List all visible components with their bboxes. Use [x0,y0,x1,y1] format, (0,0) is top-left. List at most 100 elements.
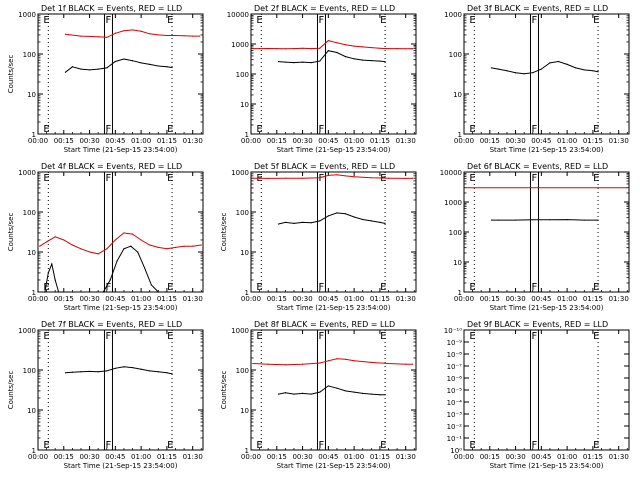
events-data-point [293,393,295,395]
x-tick-label: 01:00 [557,295,577,303]
events-data-point [597,71,599,73]
events-data-point [123,366,125,368]
y-tick-label: 10000 [440,169,462,177]
x-tick-label: 01:00 [557,453,577,461]
eclipse-marker-label: E [43,173,49,184]
x-tick-label: 01:15 [157,453,177,461]
eclipse-marker-label: E [43,124,49,135]
y-tick-label: 1000 [18,327,36,335]
x-axis-label: Start Time (21-Sep-15 23:54:00) [490,146,604,154]
y-tick-label: 1000 [231,41,249,49]
events-data-point [293,222,295,224]
y-axis-label: Counts/sec [7,55,15,94]
events-data-point [310,393,312,395]
panel-title: Det 2f BLACK = Events, RED = LLD [254,4,395,13]
x-tick-label: 01:30 [609,295,629,303]
events-data-point [327,50,329,52]
events-data-point [109,279,111,281]
events-data-point [490,219,493,221]
eclipse-marker-label: E [593,173,599,184]
flare-marker-label: F [105,331,111,342]
events-data-point [106,370,108,372]
x-axis-label: Start Time (21-Sep-15 23:54:00) [277,146,391,154]
events-data-point [102,291,104,293]
events-data-point [47,272,49,274]
lld-data-point [174,246,177,249]
detector-panel: Det 2f BLACK = Events, RED = LLD 1 10 100 10… [227,4,417,154]
events-data-point [301,221,304,223]
lld-data-point [379,47,381,49]
y-tick-label: 1 [458,131,462,139]
events-data-point [597,219,599,221]
panel-title: Det 9f BLACK = Events, RED = LLD [467,320,608,329]
events-data-point [549,219,551,221]
x-tick-label: 01:15 [370,295,390,303]
panel-title: Det 1f BLACK = Events, RED = LLD [41,4,182,13]
events-data-point [71,291,73,293]
x-tick-label: 00:30 [79,295,99,303]
plot-frame [37,13,204,135]
x-tick-label: 00:15 [480,453,500,461]
x-tick-label: 00:45 [531,137,551,145]
lld-data-point [267,47,269,50]
panel-title: Det 6f BLACK = Events, RED = LLD [467,162,608,171]
y-tick-label: 1 [458,289,462,297]
flare-marker-label: F [318,124,324,135]
events-data-point [293,61,295,64]
flare-marker-label: F [105,173,111,184]
lld-data-point [114,239,116,241]
lld-data-point [310,48,312,50]
x-tick-label: 00:30 [79,453,99,461]
x-tick-label: 01:30 [609,137,629,145]
events-data-point [123,58,125,60]
events-data-point [319,220,321,222]
lld-series-line [65,29,200,38]
events-data-point [370,59,372,62]
lld-data-point [353,360,355,362]
x-tick-label: 00:30 [505,295,525,303]
events-data-point [137,251,139,253]
flare-marker-label: F [531,282,537,293]
flare-marker-label: F [318,173,324,184]
lld-data-point [54,236,56,238]
lld-data-point [64,33,67,35]
events-data-point [157,291,159,293]
eclipse-marker-label: E [256,440,262,451]
events-data-point [140,368,142,370]
panel-title: Det 7f BLACK = Events, RED = LLD [41,320,182,329]
lld-data-point [140,30,142,32]
events-data-point [514,219,517,221]
plot-frame [463,13,630,135]
lld-data-point [319,362,321,364]
lld-data-point [80,248,82,250]
events-data-point [353,391,355,393]
x-tick-label: 00:45 [531,295,551,303]
x-tick-label: 01:15 [370,453,390,461]
lld-data-point [267,177,269,180]
y-tick-label: 10 [27,91,36,99]
y-tick-label: 1 [32,447,36,455]
x-tick-label: 00:00 [454,453,474,461]
x-tick-label: 00:15 [54,295,74,303]
events-data-point [71,66,73,68]
lld-data-point [387,177,390,179]
events-data-point [143,267,146,269]
y-tick-label: 10⁻⁶ [447,375,463,383]
events-data-point [379,221,381,223]
eclipse-marker-label: E [256,282,262,293]
lld-data-point [319,47,321,49]
events-data-point [523,73,525,75]
x-tick-label: 00:30 [292,137,312,145]
flare-marker-label: F [105,124,111,135]
x-tick-label: 00:45 [105,295,125,303]
y-tick-label: 1 [32,131,36,139]
lld-data-point [123,232,125,234]
y-tick-label: 100 [23,209,36,217]
events-data-point [490,67,493,69]
detector-panel: Det 9f BLACK = Events, RED = LLD 10⁰ 10⁻¹ 1… [444,320,630,470]
events-data-point [310,61,312,64]
events-data-point [532,219,534,221]
events-data-point [319,60,321,62]
y-tick-label: 1 [245,131,249,139]
events-data-point [80,291,82,293]
